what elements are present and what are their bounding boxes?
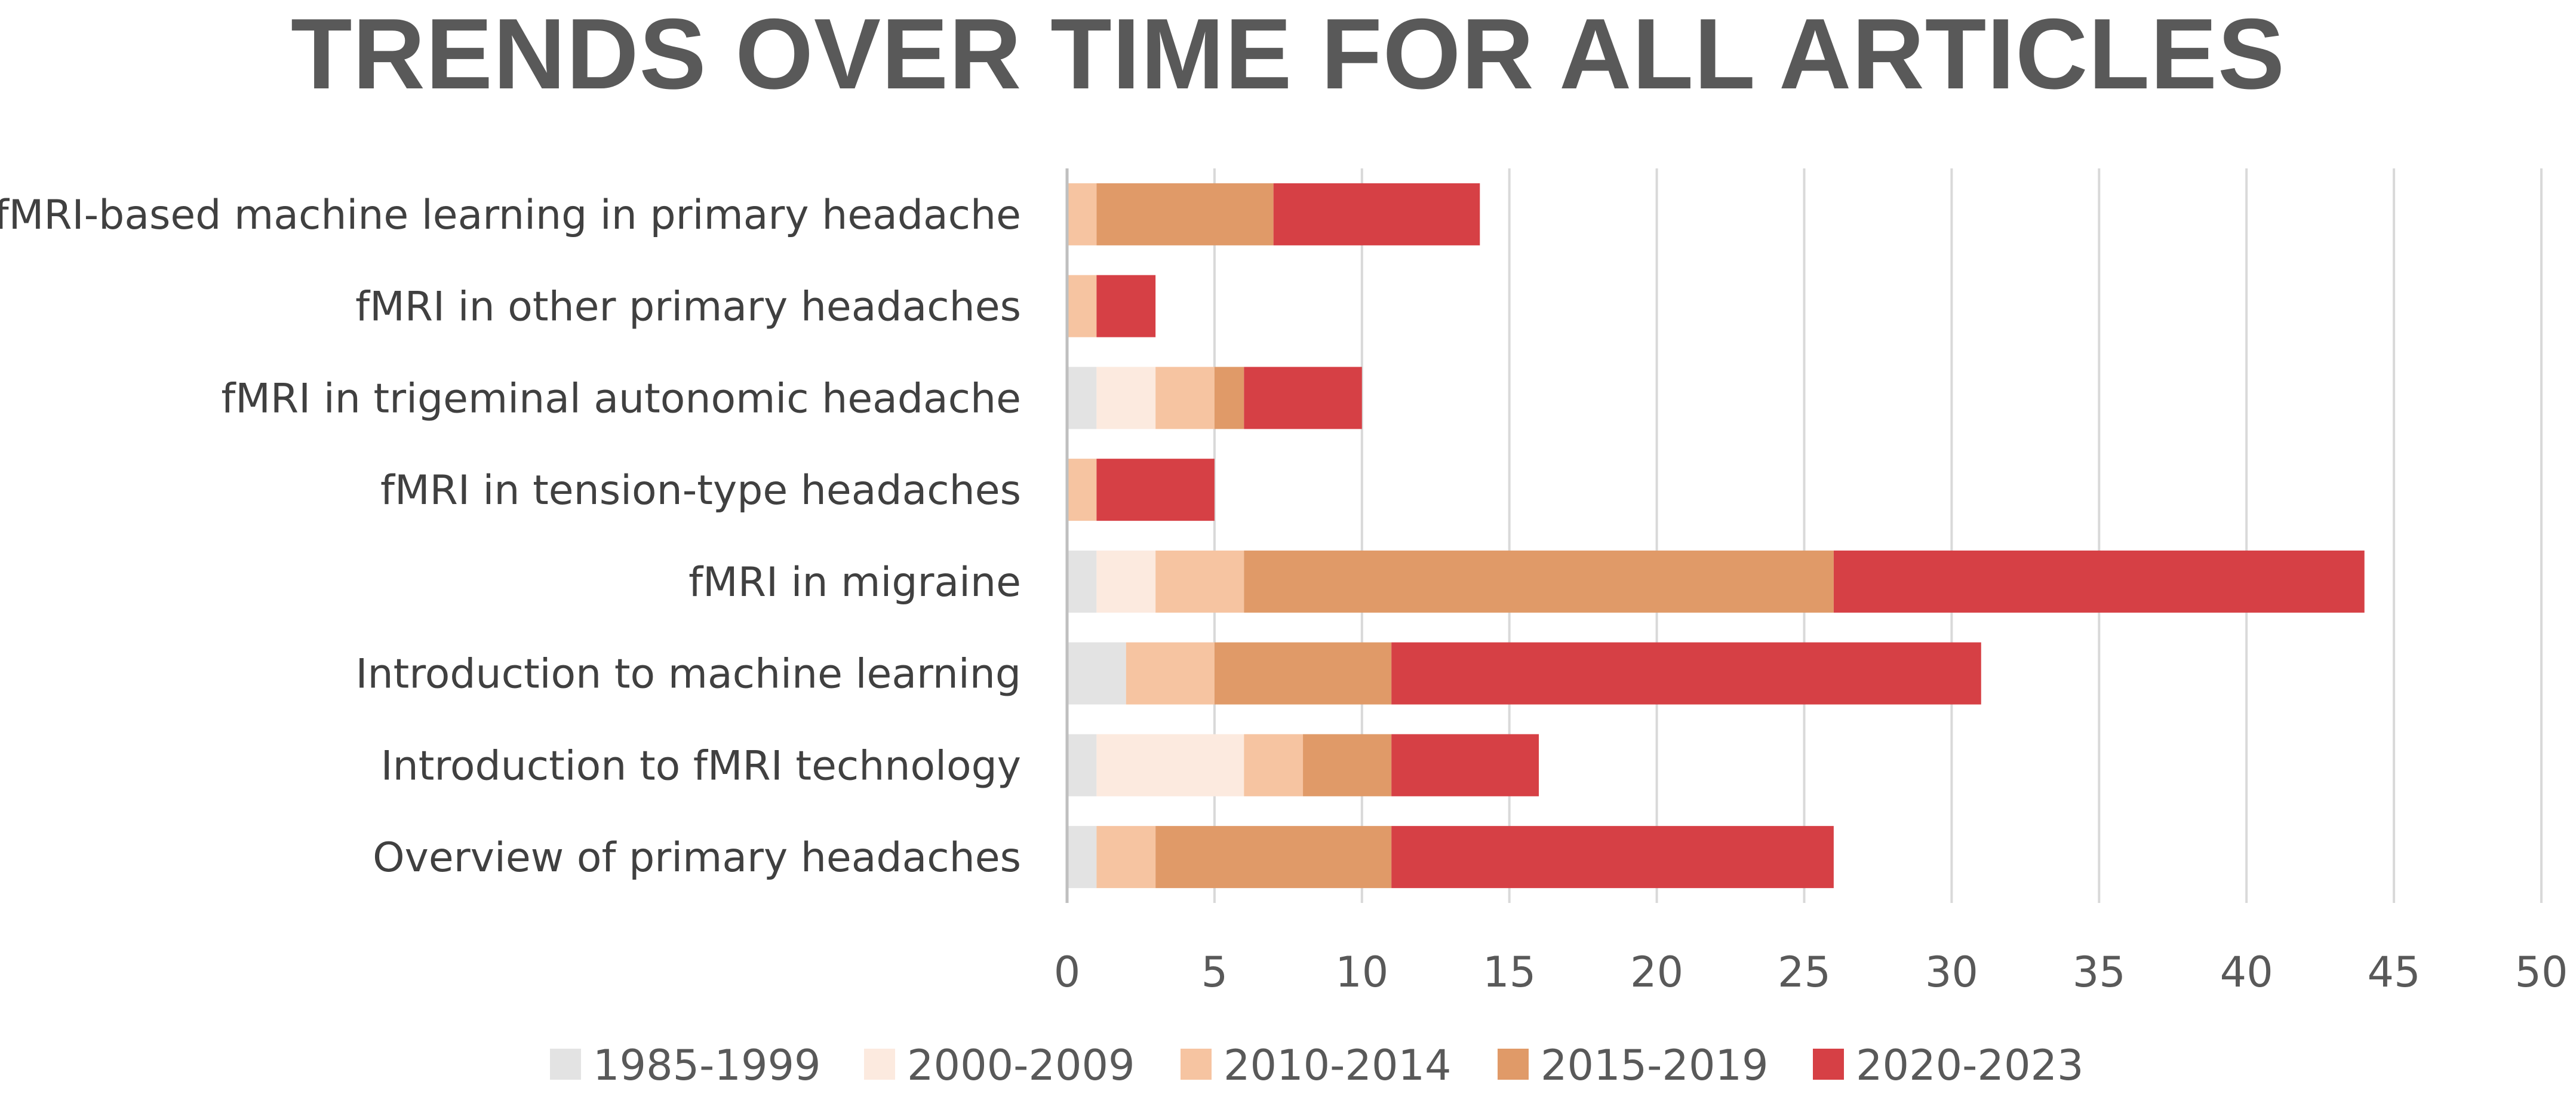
legend-swatch-1985-1999 (550, 1049, 581, 1080)
bar-fmri-in-migraine-2000-2009 (1096, 550, 1156, 613)
bar-fmri-based-machine-learning-in-primary-headache-2015-2019 (1096, 183, 1274, 245)
bar-fmri-based-machine-learning-in-primary-headache-2020-2023 (1273, 183, 1480, 245)
bar-fmri-in-tension-type-headaches-2010-2014 (1067, 459, 1097, 521)
x-tick-label-10: 10 (1335, 948, 1388, 997)
bar-introduction-to-fmri-technology-2000-2009 (1096, 734, 1244, 797)
x-tick-label-25: 25 (1778, 948, 1831, 997)
legend-swatch-2010-2014 (1181, 1049, 1212, 1080)
chart-title: TRENDS OVER TIME FOR ALL ARTICLES (290, 0, 2286, 110)
legend-label-2020-2023: 2020-2023 (1856, 1041, 2084, 1090)
axes: 0 5 10 15 20 25 30 35 40 45 50 fMRI-based machine l… (0, 168, 2568, 997)
bar-introduction-to-machine-learning-2020-2023 (1391, 642, 1981, 705)
legend-swatch-2020-2023 (1813, 1049, 1844, 1080)
bar-fmri-in-tension-type-headaches-2020-2023 (1096, 459, 1215, 521)
bar-fmri-in-migraine-2010-2014 (1155, 550, 1244, 613)
category-label-fmri-in-tension-type-headaches: fMRI in tension-type headaches (380, 467, 1021, 514)
legend-label-1985-1999: 1985-1999 (593, 1041, 821, 1090)
category-label-introduction-to-machine-learning: Introduction to machine learning (355, 651, 1021, 698)
bar-introduction-to-fmri-technology-2015-2019 (1303, 734, 1392, 797)
bar-fmri-based-machine-learning-in-primary-headache-2010-2014 (1067, 183, 1097, 245)
x-tick-label-20: 20 (1630, 948, 1683, 997)
bar-overview-of-primary-headaches-2010-2014 (1096, 826, 1156, 889)
bar-fmri-in-trigeminal-autonomic-headache-2000-2009 (1096, 367, 1156, 429)
x-tick-label-30: 30 (1925, 948, 1978, 997)
gridlines (1213, 168, 2543, 903)
bar-fmri-in-other-primary-headaches-2010-2014 (1067, 275, 1097, 337)
category-label-fmri-in-other-primary-headaches: fMRI in other primary headaches (355, 284, 1021, 331)
x-tick-label-40: 40 (2220, 948, 2273, 997)
bar-fmri-in-trigeminal-autonomic-headache-2020-2023 (1244, 367, 1362, 429)
category-label-introduction-to-fmri-technology: Introduction to fMRI technology (381, 742, 1021, 789)
bar-introduction-to-machine-learning-2010-2014 (1126, 642, 1215, 705)
bar-fmri-in-migraine-1985-1999 (1067, 550, 1097, 613)
category-label-fmri-based-machine-learning-in-primary-headache: fMRI-based machine learning in primary h… (0, 192, 1021, 239)
bar-fmri-in-migraine-2020-2023 (1833, 550, 2365, 613)
legend-label-2015-2019: 2015-2019 (1541, 1041, 1769, 1090)
bar-overview-of-primary-headaches-2015-2019 (1155, 826, 1392, 889)
x-tick-label-45: 45 (2368, 948, 2421, 997)
legend-label-2000-2009: 2000-2009 (907, 1041, 1135, 1090)
bar-fmri-in-trigeminal-autonomic-headache-2010-2014 (1155, 367, 1215, 429)
legend-label-2010-2014: 2010-2014 (1224, 1041, 1452, 1090)
bar-introduction-to-machine-learning-1985-1999 (1067, 642, 1126, 705)
bar-overview-of-primary-headaches-1985-1999 (1067, 826, 1097, 889)
bar-fmri-in-migraine-2015-2019 (1244, 550, 1834, 613)
bar-introduction-to-machine-learning-2015-2019 (1214, 642, 1392, 705)
legend-swatch-2000-2009 (864, 1049, 895, 1080)
legend-swatch-2015-2019 (1498, 1049, 1529, 1080)
bar-overview-of-primary-headaches-2020-2023 (1391, 826, 1834, 889)
x-tick-label-0: 0 (1054, 948, 1081, 997)
x-tick-label-15: 15 (1483, 948, 1536, 997)
legend: 1985-1999 2000-2009 2010-2014 2015-2019 2020… (550, 1041, 2084, 1090)
category-label-fmri-in-trigeminal-autonomic-headache: fMRI in trigeminal autonomic headache (221, 375, 1021, 422)
bar-fmri-in-trigeminal-autonomic-headache-2015-2019 (1214, 367, 1244, 429)
bar-introduction-to-fmri-technology-2010-2014 (1244, 734, 1304, 797)
bars (1067, 183, 2365, 889)
bar-introduction-to-fmri-technology-1985-1999 (1067, 734, 1097, 797)
category-label-overview-of-primary-headaches: Overview of primary headaches (373, 834, 1021, 881)
x-tick-label-35: 35 (2073, 948, 2126, 997)
x-tick-label-5: 5 (1201, 948, 1228, 997)
x-tick-label-50: 50 (2514, 948, 2568, 997)
category-label-fmri-in-migraine: fMRI in migraine (688, 559, 1021, 606)
bar-fmri-in-other-primary-headaches-2020-2023 (1096, 275, 1156, 337)
bar-introduction-to-fmri-technology-2020-2023 (1391, 734, 1539, 797)
bar-fmri-in-trigeminal-autonomic-headache-1985-1999 (1067, 367, 1097, 429)
